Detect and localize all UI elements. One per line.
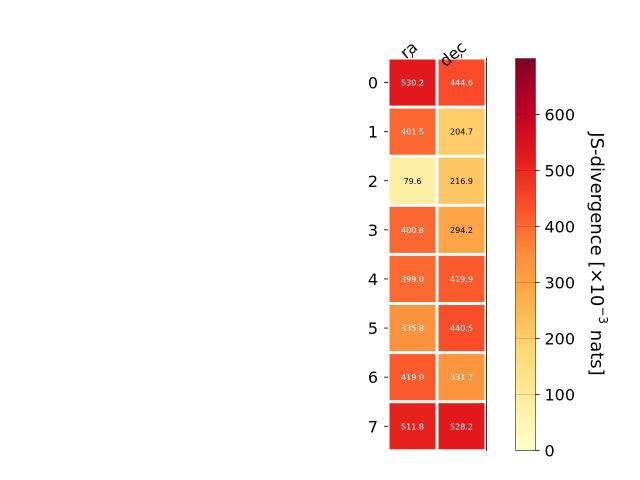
y-tick-label: 6 <box>368 368 378 387</box>
y-tick-label: 0 <box>368 74 378 93</box>
colorbar <box>515 58 536 451</box>
colorbar-tick-label: 500 <box>545 162 576 181</box>
y-tick-label: 4 <box>368 270 378 289</box>
cell-value-label: 511.8 <box>401 422 424 431</box>
cell-value-label: 444.6 <box>450 79 473 88</box>
y-tick-label: 1 <box>368 123 378 142</box>
cell-value-label: 400.8 <box>401 226 424 235</box>
heatmap-cells: 530.2 444.6 401.5 204.7 79.6 216.9 400.8 294.2 3… <box>389 59 485 450</box>
heatmap-cell <box>389 255 436 302</box>
colorbar-tick-label: 0 <box>545 442 555 461</box>
cell-value-label: 419.9 <box>450 275 473 284</box>
cell-value-label: 294.2 <box>450 226 473 235</box>
heatmap-cell <box>438 403 485 450</box>
colorbar-tick-label: 200 <box>545 330 576 349</box>
cell-value-label: 399.0 <box>401 275 424 284</box>
colorbar-tick-label: 600 <box>545 106 576 125</box>
heatmap-cell <box>389 354 436 401</box>
colorbar-label-exponent: −3 <box>596 306 610 324</box>
cell-value-label: 335.8 <box>401 324 424 333</box>
y-tick-label: 3 <box>368 221 378 240</box>
heatmap-cell <box>438 255 485 302</box>
cell-value-label: 401.5 <box>401 128 424 137</box>
x-tick-label: ra <box>396 38 421 63</box>
cell-value-label: 530.2 <box>401 79 424 88</box>
heatmap-cell <box>438 206 485 253</box>
heatmap-cell <box>438 157 485 204</box>
heatmap-cell <box>389 59 436 106</box>
colorbar-ticks: 0 100 200 300 400 500 600 <box>515 106 576 461</box>
y-tick-label: 5 <box>368 319 378 338</box>
y-tick-label: 7 <box>368 417 378 436</box>
cell-value-label: 419.0 <box>401 373 424 382</box>
colorbar-tick-label: 300 <box>545 274 576 293</box>
cell-value-label: 79.6 <box>404 177 422 186</box>
cell-value-label: 216.9 <box>450 177 473 186</box>
heatmap-cell <box>438 305 485 352</box>
colorbar-tick-label: 100 <box>545 386 576 405</box>
heatmap-cell <box>389 206 436 253</box>
heatmap-cell <box>389 305 436 352</box>
cell-value-label: 204.7 <box>450 128 473 137</box>
cell-value-label: 331.7 <box>450 373 473 382</box>
colorbar-label: JS-divergence [×10−3 nats] <box>586 131 610 375</box>
heatmap-cell <box>438 354 485 401</box>
cell-value-label: 528.2 <box>450 422 473 431</box>
heatmap-cell <box>389 157 436 204</box>
colorbar-label-suffix: nats] <box>586 324 607 376</box>
y-tick-label: 2 <box>368 172 378 191</box>
heatmap-cell <box>389 108 436 155</box>
heatmap-cell <box>438 108 485 155</box>
y-axis-ticks: 0 1 2 3 4 5 6 7 <box>368 74 388 436</box>
cell-value-label: 440.5 <box>450 324 473 333</box>
heatmap-cell <box>438 59 485 106</box>
heatmap-cell <box>389 403 436 450</box>
colorbar-tick-label: 400 <box>545 218 576 237</box>
